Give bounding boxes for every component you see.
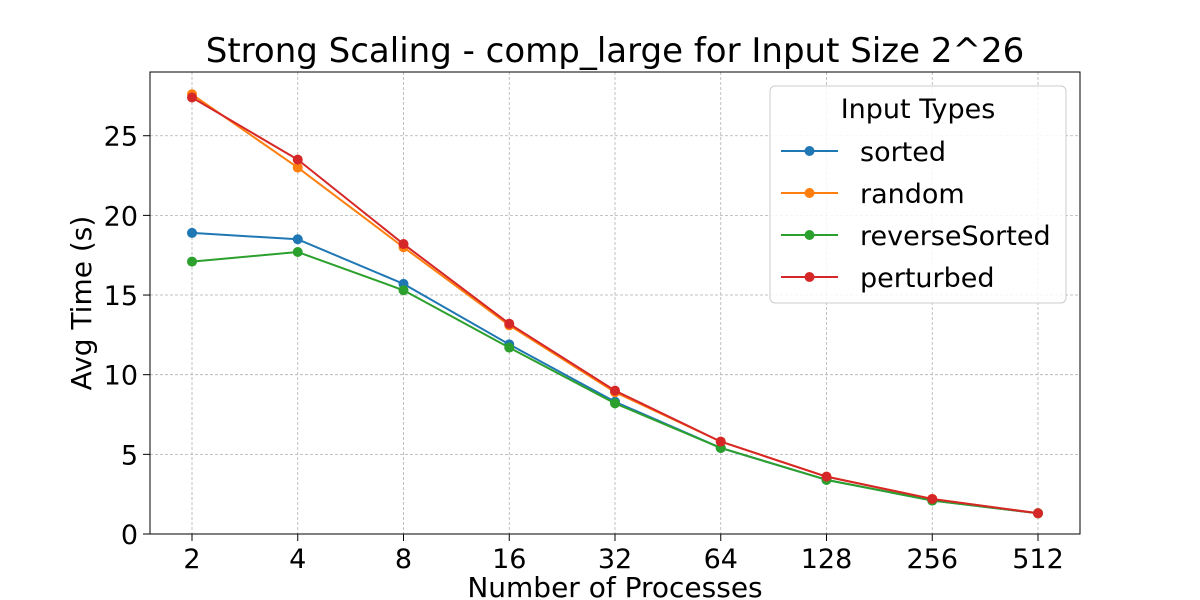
data-point bbox=[610, 398, 620, 409]
legend-entry: sorted bbox=[781, 137, 946, 168]
y-tick-label: 25 bbox=[104, 122, 138, 153]
y-tick-label: 10 bbox=[104, 361, 138, 392]
legend-marker bbox=[804, 230, 815, 240]
data-point bbox=[187, 227, 197, 238]
legend-box bbox=[769, 85, 1067, 304]
legend-entry: random bbox=[781, 179, 965, 210]
x-tick-label: 16 bbox=[492, 544, 526, 575]
y-axis-label: Avg Time (s) bbox=[65, 216, 98, 391]
data-point bbox=[292, 247, 303, 258]
chart-title: Strong Scaling - comp_large for Input Si… bbox=[206, 31, 1024, 71]
data-point bbox=[610, 385, 620, 396]
y-tick-label: 0 bbox=[121, 520, 138, 551]
x-axis-label: Number of Processes bbox=[467, 571, 762, 600]
x-tick-label: 8 bbox=[395, 544, 412, 575]
axis-ticks: 2 4 8 16 32 64 128 256 512 0 5 10 15 20 25 bbox=[104, 122, 1064, 575]
legend-label: perturbed bbox=[860, 263, 995, 294]
legend-entry: reverseSorted bbox=[781, 221, 1051, 252]
legend-marker bbox=[804, 188, 815, 198]
x-tick-label: 128 bbox=[801, 544, 853, 575]
x-tick-label: 256 bbox=[906, 544, 958, 575]
data-point bbox=[292, 162, 303, 173]
x-tick-label: 512 bbox=[1012, 544, 1064, 575]
x-tick-label: 2 bbox=[183, 544, 200, 575]
legend-entry: perturbed bbox=[781, 263, 995, 294]
data-point bbox=[504, 318, 515, 329]
legend-label: reverseSorted bbox=[860, 221, 1051, 252]
data-point bbox=[821, 471, 832, 482]
data-point bbox=[1033, 508, 1043, 519]
series-perturbed bbox=[187, 92, 1043, 519]
legend-label: random bbox=[860, 179, 965, 210]
legend-label: sorted bbox=[860, 137, 946, 168]
data-point bbox=[715, 436, 726, 447]
series-lines bbox=[187, 89, 1043, 519]
x-tick-label: 4 bbox=[289, 544, 306, 575]
legend-entries: sorted random reverseSorted perturbed bbox=[781, 137, 1051, 294]
legend-marker bbox=[804, 146, 815, 156]
data-point bbox=[398, 285, 409, 296]
data-point bbox=[292, 154, 303, 165]
legend: Input Types sorted random reverseSorted per… bbox=[769, 85, 1067, 304]
y-tick-label: 5 bbox=[121, 440, 138, 471]
data-point bbox=[504, 342, 515, 353]
y-tick-label: 15 bbox=[104, 281, 138, 312]
legend-title: Input Types bbox=[841, 94, 996, 125]
data-point bbox=[187, 256, 197, 267]
data-point bbox=[292, 234, 303, 245]
data-point bbox=[187, 92, 197, 103]
data-point bbox=[927, 493, 938, 504]
x-tick-label: 64 bbox=[704, 544, 738, 575]
x-tick-label: 32 bbox=[598, 544, 632, 575]
data-point bbox=[398, 239, 409, 250]
legend-marker bbox=[804, 272, 815, 282]
y-tick-label: 20 bbox=[104, 201, 138, 232]
